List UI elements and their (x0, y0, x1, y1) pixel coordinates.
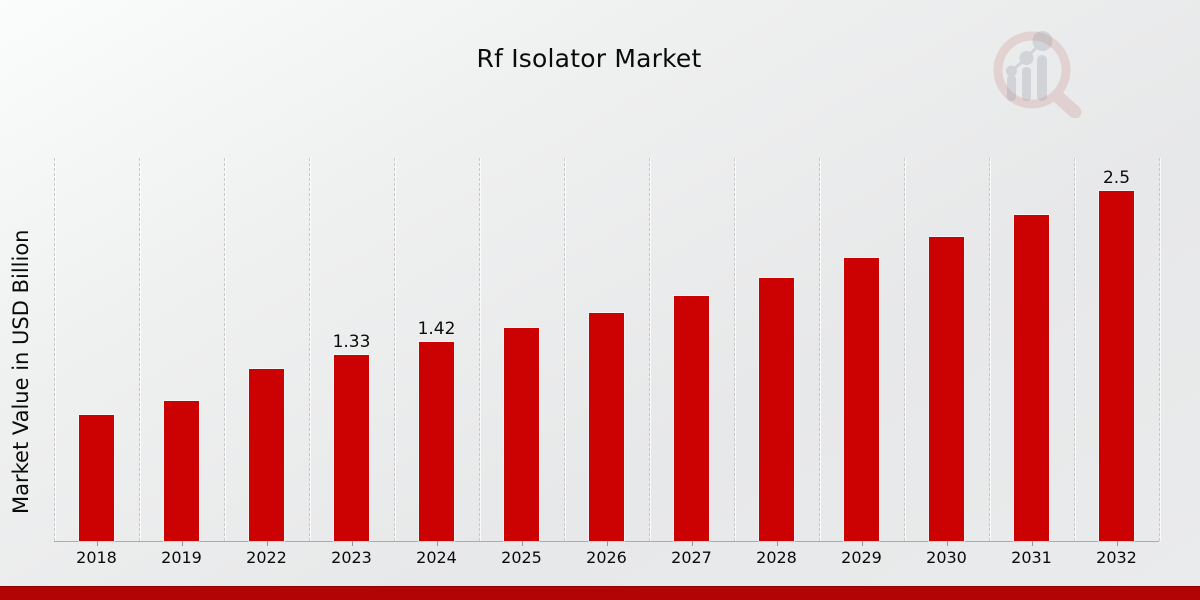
x-axis-tick (351, 541, 353, 546)
bar-2030 (929, 237, 964, 541)
x-tick-label-2018: 2018 (76, 548, 117, 567)
bar-value-label-2024: 1.42 (417, 319, 456, 339)
plot-area: 2018 2019 2022 1.33 2023 1.42 2024 2025 2026 2027… (54, 156, 1160, 567)
bar-2025 (504, 328, 539, 541)
x-tick-label-2026: 2026 (586, 548, 627, 567)
vertical-gridline (819, 158, 820, 541)
vertical-gridline (139, 158, 140, 541)
x-tick-label-2027: 2027 (671, 548, 712, 567)
vertical-gridline (989, 158, 990, 541)
bar-value-label-2023: 1.33 (332, 332, 371, 352)
vertical-gridline (309, 158, 310, 541)
x-tick-label-2022: 2022 (246, 548, 287, 567)
x-axis-tick (1031, 541, 1033, 546)
x-axis-tick (521, 541, 523, 546)
magnifier-growth-chart-logo-icon (993, 31, 1082, 118)
x-axis-tick (606, 541, 608, 546)
x-tick-label-2031: 2031 (1011, 548, 1052, 567)
bar-2028 (759, 278, 794, 541)
x-tick-label-2019: 2019 (161, 548, 202, 567)
bar-2018 (79, 415, 114, 541)
x-axis-tick (1116, 541, 1118, 546)
vertical-gridline (734, 158, 735, 541)
vertical-gridline (904, 158, 905, 541)
vertical-gridline (1159, 158, 1160, 541)
x-tick-label-2030: 2030 (926, 548, 967, 567)
x-axis-tick (181, 541, 183, 546)
vertical-gridline (564, 158, 565, 541)
x-axis-tick (861, 541, 863, 546)
x-tick-label-2032: 2032 (1096, 548, 1137, 567)
x-tick-label-2024: 2024 (416, 548, 457, 567)
y-axis-label: Market Value in USD Billion (9, 229, 33, 514)
x-axis-tick (776, 541, 778, 546)
bar-2027 (674, 296, 709, 541)
vertical-gridline (1074, 158, 1075, 541)
chart-title: Rf Isolator Market (476, 44, 702, 73)
bar-2022 (249, 369, 284, 541)
vertical-gridline (224, 158, 225, 541)
x-axis-tick (96, 541, 98, 546)
x-tick-label-2025: 2025 (501, 548, 542, 567)
bar-2024 (419, 342, 454, 541)
bar-2032 (1099, 191, 1134, 541)
vertical-gridline (649, 158, 650, 541)
bar-2031 (1014, 215, 1049, 541)
x-axis-tick (691, 541, 693, 546)
bar-2023 (334, 355, 369, 541)
x-tick-label-2028: 2028 (756, 548, 797, 567)
x-axis-tick (436, 541, 438, 546)
x-axis-tick (266, 541, 268, 546)
bar-value-label-2032: 2.5 (1102, 168, 1131, 188)
footer-accent-band (0, 586, 1200, 600)
bar-2026 (589, 313, 624, 541)
vertical-gridline (394, 158, 395, 541)
x-tick-label-2029: 2029 (841, 548, 882, 567)
bar-2019 (164, 401, 199, 541)
vertical-gridline (54, 158, 55, 541)
vertical-gridline (479, 158, 480, 541)
x-axis-tick (946, 541, 948, 546)
x-tick-label-2023: 2023 (331, 548, 372, 567)
bar-2029 (844, 258, 879, 541)
